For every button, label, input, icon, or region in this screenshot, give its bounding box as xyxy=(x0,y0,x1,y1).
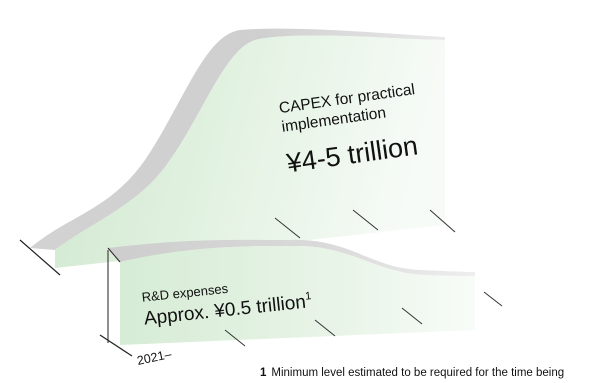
rd-left-edge xyxy=(107,247,121,263)
rd-face xyxy=(120,245,475,345)
series-capex xyxy=(19,28,445,276)
back-tick xyxy=(274,217,301,239)
back-tick xyxy=(352,209,379,231)
capex-ridge xyxy=(30,28,445,250)
x-start-label: 2021– xyxy=(136,347,173,368)
capex-face xyxy=(55,35,445,268)
series-rd xyxy=(99,239,475,357)
rd-baseline xyxy=(99,334,133,357)
back-tick xyxy=(429,209,456,233)
front-tick xyxy=(224,329,246,347)
front-tick xyxy=(483,291,503,307)
footnote: 1 Minimum level estimated to be required … xyxy=(260,367,564,379)
front-tick xyxy=(401,307,423,325)
capex-baseline xyxy=(19,239,61,276)
front-grid xyxy=(224,291,503,347)
footnote-marker: 1 xyxy=(260,367,267,379)
back-grid xyxy=(274,209,456,239)
footnote-text: Minimum level estimated to be required f… xyxy=(271,367,564,379)
rd-ridge xyxy=(108,239,475,276)
rd-footnote-marker: 1 xyxy=(305,290,312,303)
front-tick xyxy=(314,319,336,337)
